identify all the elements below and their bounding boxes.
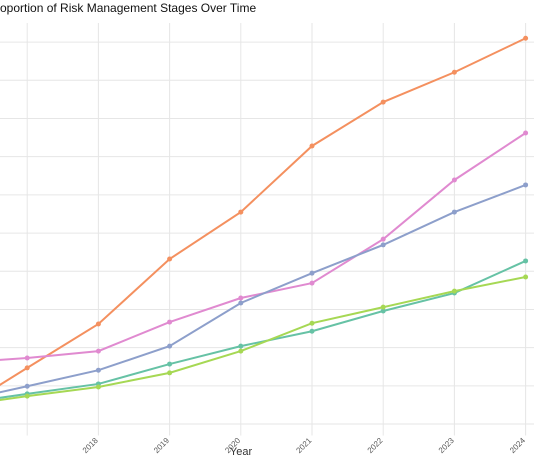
point: [238, 209, 244, 215]
x-tick-label: 2022: [366, 436, 385, 455]
point: [523, 130, 529, 136]
point: [380, 308, 386, 314]
point: [309, 328, 315, 334]
chart-title: oportion of Risk Management Stages Over …: [0, 1, 256, 15]
point: [380, 242, 386, 248]
point: [167, 343, 173, 349]
x-axis-label: Year: [230, 446, 253, 458]
point: [95, 384, 101, 390]
point: [380, 99, 386, 105]
point: [238, 300, 244, 306]
point: [451, 209, 457, 215]
point: [238, 343, 244, 349]
series-line: [0, 132, 527, 361]
point: [523, 258, 529, 264]
x-tick-label: 2024: [508, 436, 527, 455]
point: [24, 355, 30, 361]
point: [451, 69, 457, 75]
point: [24, 393, 30, 399]
point: [523, 182, 529, 188]
point: [167, 361, 173, 367]
point: [451, 288, 457, 294]
x-tick-label: 2019: [152, 436, 171, 455]
series-line: [0, 260, 527, 399]
x-tick-label: 2023: [437, 436, 456, 455]
series-line: [0, 37, 527, 386]
point: [451, 177, 457, 183]
point: [309, 280, 315, 286]
point: [309, 270, 315, 276]
point: [24, 383, 30, 389]
x-tick-label: 2018: [81, 436, 100, 455]
point: [380, 304, 386, 310]
point: [167, 319, 173, 325]
point: [238, 348, 244, 354]
point: [95, 348, 101, 354]
point: [24, 365, 30, 371]
point: [95, 321, 101, 327]
point: [167, 370, 173, 376]
point: [95, 367, 101, 373]
point: [309, 320, 315, 326]
point: [167, 256, 173, 262]
point: [523, 274, 529, 280]
point: [238, 295, 244, 301]
point: [380, 236, 386, 242]
x-tick-label: 2021: [294, 436, 313, 455]
point: [523, 35, 529, 41]
point: [309, 143, 315, 149]
